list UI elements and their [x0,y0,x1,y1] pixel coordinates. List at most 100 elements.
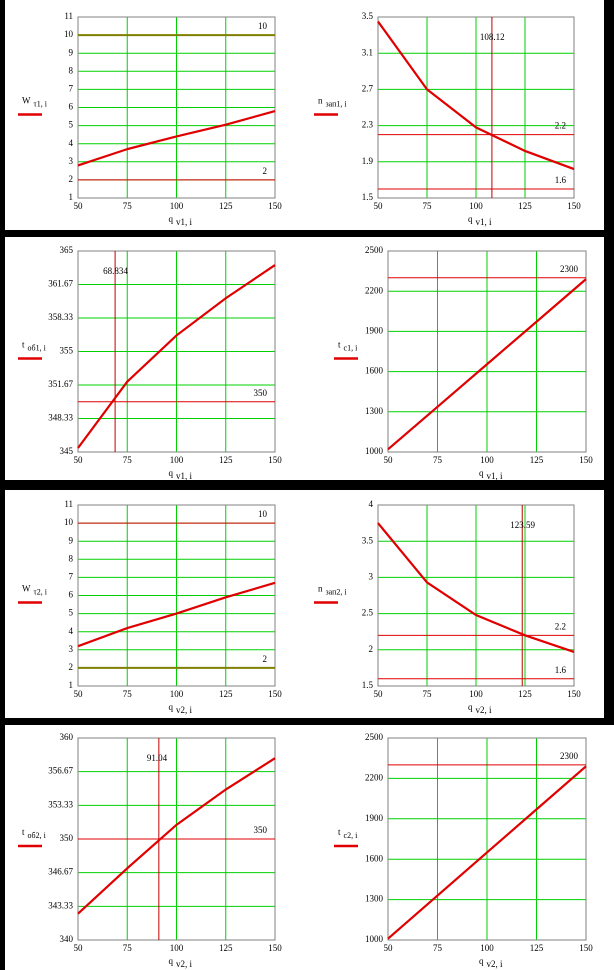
y-label-main: t [22,340,25,350]
y-tick-label: 3.5 [362,535,374,545]
panel [5,490,604,718]
x-tick-label: 150 [579,943,593,953]
y-tick-label: 3 [69,644,74,654]
x-tick-label: 100 [480,455,494,465]
x-label-main: q [468,214,473,224]
x-tick-label: 125 [219,455,233,465]
y-tick-label: 2200 [365,772,384,782]
y-tick-label: 365 [60,245,74,255]
y-tick-label: 2.3 [362,120,374,130]
x-tick-label: 125 [518,689,532,699]
reference-label: 1.6 [555,665,567,675]
y-tick-label: 1300 [365,894,384,904]
panel [5,0,604,230]
y-tick-label: 1 [69,680,74,690]
x-tick-label: 100 [170,455,184,465]
y-tick-label: 5 [69,608,74,618]
y-label-main: n [318,584,323,594]
y-tick-label: 2200 [365,285,384,295]
y-label-sub: τ2, i [34,587,48,596]
y-label-main: t [338,827,341,837]
y-axis-label: t c1, i [338,340,358,353]
y-tick-label: 2 [69,174,74,184]
x-tick-label: 75 [433,943,443,953]
x-label-main: q [169,956,174,966]
data-line [77,581,276,648]
y-axis-label: t об2, i [22,827,47,840]
x-tick-label: 50 [74,943,84,953]
plot-frame [377,16,575,199]
x-tick-label: 150 [567,201,581,211]
x-axis-label: q v2, i [169,702,193,715]
y-axis-label: t c2, i [338,827,358,840]
x-label-sub: v1, i [176,217,193,227]
y-label-sub: об1, i [28,343,47,352]
x-label-main: q [479,956,484,966]
y-tick-label: 10 [64,517,74,527]
y-tick-label: 6 [69,590,74,600]
reference-label: 2300 [560,264,579,274]
x-tick-label: 150 [268,455,282,465]
y-tick-label: 1300 [365,406,384,416]
y-label-main: W [22,584,31,594]
y-tick-label: 2 [369,644,374,654]
x-label-sub: v2, i [176,705,193,715]
y-tick-label: 361.67 [48,279,73,289]
x-axis-label: q v2, i [169,956,193,969]
y-label-main: t [338,340,341,350]
y-tick-label: 4 [69,626,74,636]
x-tick-label: 150 [268,689,282,699]
y-tick-label: 3.5 [362,11,374,21]
x-tick-label: 75 [123,943,133,953]
y-tick-label: 11 [64,11,73,21]
x-tick-label: 100 [469,201,483,211]
x-tick-label: 100 [469,689,483,699]
x-tick-label: 75 [433,455,443,465]
y-tick-label: 1 [69,192,74,202]
x-tick-label: 75 [423,201,433,211]
y-tick-label: 8 [69,65,74,75]
y-tick-label: 2.7 [362,83,374,93]
x-label-sub: v1, i [476,217,493,227]
x-tick-label: 125 [518,201,532,211]
x-label-main: q [479,468,484,478]
y-tick-label: 2.5 [362,608,374,618]
y-tick-label: 4 [69,138,74,148]
reference-label: 1.6 [555,175,567,185]
x-tick-label: 100 [170,201,184,211]
y-tick-label: 3.1 [362,47,373,57]
y-axis-label: t об1, i [22,340,47,353]
x-tick-label: 50 [74,201,84,211]
y-tick-label: 11 [64,499,73,509]
y-tick-label: 350 [60,833,74,843]
y-label-sub: зап2, i [326,587,348,596]
x-label-sub: v1, i [487,471,504,481]
plot-frame [387,737,587,941]
y-tick-label: 1000 [365,446,384,456]
x-axis-label: q v2, i [468,702,492,715]
y-tick-label: 2500 [365,245,384,255]
panel [5,725,614,970]
x-axis-label: q v1, i [468,214,492,227]
y-tick-label: 351.67 [48,379,73,389]
y-tick-label: 1000 [365,934,384,944]
x-tick-label: 100 [170,689,184,699]
y-tick-label: 1600 [365,853,384,863]
y-tick-label: 1600 [365,366,384,376]
y-tick-label: 360 [60,732,74,742]
y-tick-label: 340 [60,934,74,944]
y-tick-label: 1900 [365,813,384,823]
y-tick-label: 1.5 [362,680,374,690]
reference-label: 2300 [560,751,579,761]
y-label-sub: об2, i [28,831,47,840]
reference-label: 350 [254,825,268,835]
y-axis-label: n зап1, i [318,96,347,109]
x-tick-label: 125 [530,455,544,465]
reference-label: 68.834 [103,266,128,276]
data-line [387,278,587,451]
y-label-sub: c1, i [344,343,359,352]
x-label-sub: v2, i [487,959,504,969]
